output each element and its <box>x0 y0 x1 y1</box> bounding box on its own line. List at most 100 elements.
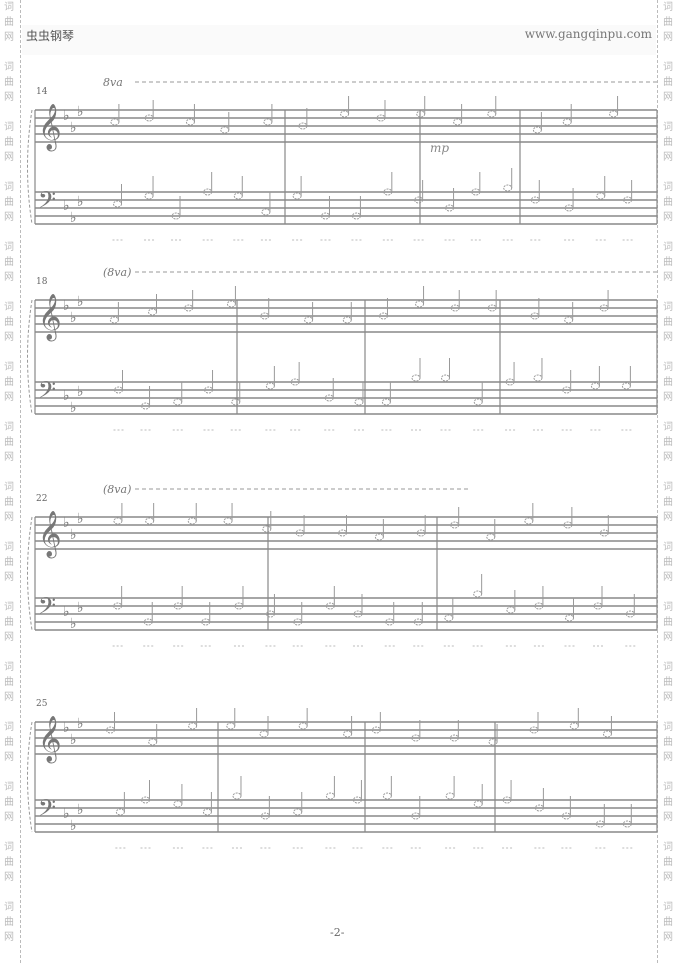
note-head <box>262 525 272 533</box>
watermark-text: 词曲网 <box>663 2 673 43</box>
note-head <box>415 300 425 308</box>
brace <box>27 516 33 631</box>
watermark-text: 词曲网 <box>4 2 14 43</box>
note-head <box>602 730 612 738</box>
note-head <box>263 118 273 126</box>
note-head <box>265 382 275 390</box>
note-head <box>488 738 498 746</box>
note-head <box>188 722 198 730</box>
note-head <box>569 722 579 730</box>
flat-sign: ♭ <box>70 400 77 416</box>
watermark-text: 词曲网 <box>663 362 673 403</box>
note-head <box>110 118 120 126</box>
note-head <box>293 808 303 816</box>
note-head <box>524 517 534 525</box>
flat-sign: ♭ <box>63 515 70 531</box>
flat-sign: ♭ <box>70 120 77 136</box>
flat-sign: ♭ <box>77 600 84 616</box>
note-head <box>596 192 606 200</box>
note-head <box>609 110 619 118</box>
note-head <box>261 208 271 216</box>
ottava-mark: (8va) <box>103 483 131 496</box>
flat-sign: ♭ <box>77 104 84 120</box>
flat-sign: ♭ <box>70 616 77 632</box>
note-head <box>564 316 574 324</box>
dynamic-marking: mp <box>430 141 449 155</box>
note-head <box>621 382 631 390</box>
watermark-text: 词曲网 <box>4 422 14 463</box>
note-head <box>411 374 421 382</box>
watermark-text: 词曲网 <box>663 602 673 643</box>
watermark-text: 词曲网 <box>663 542 673 583</box>
watermark-text: 词曲网 <box>663 422 673 463</box>
note-head <box>220 126 230 134</box>
note-head <box>562 118 572 126</box>
note-head <box>231 398 241 406</box>
note-head <box>109 316 119 324</box>
bass-clef: 𝄢 <box>38 794 56 827</box>
page-border-right <box>657 0 658 963</box>
measure-number: 22 <box>36 494 47 504</box>
watermark-text: 词曲网 <box>4 722 14 763</box>
note-head <box>533 374 543 382</box>
watermark-text: 词曲网 <box>663 722 673 763</box>
site-name: 虫虫钢琴 <box>26 29 75 43</box>
flat-sign: ♭ <box>70 732 77 748</box>
watermark-text: 词曲网 <box>663 782 673 823</box>
note-head <box>148 308 158 316</box>
note-head <box>144 192 154 200</box>
measure-number: 14 <box>36 87 48 97</box>
watermark-text: 词曲网 <box>663 902 673 943</box>
flat-sign: ♭ <box>63 806 70 822</box>
note-head <box>343 730 353 738</box>
flat-sign: ♭ <box>63 720 70 736</box>
note-head <box>173 800 183 808</box>
note-head <box>233 192 243 200</box>
watermark-text: 词曲网 <box>4 662 14 703</box>
note-head <box>342 316 352 324</box>
ottava-mark: (8va) <box>103 266 131 279</box>
note-head <box>113 517 123 525</box>
note-head <box>148 738 158 746</box>
watermark-text: 词曲网 <box>4 782 14 823</box>
note-head <box>226 300 236 308</box>
note-head <box>145 517 155 525</box>
watermark-text: 词曲网 <box>4 62 14 103</box>
page-border-left <box>20 0 21 963</box>
measure-number: 18 <box>36 277 48 287</box>
flat-sign: ♭ <box>77 294 84 310</box>
brace <box>27 109 33 225</box>
note-head <box>503 184 513 192</box>
watermark-text: 词曲网 <box>4 362 14 403</box>
bass-clef: 𝄢 <box>38 186 56 219</box>
note-head <box>473 800 483 808</box>
note-head <box>445 792 455 800</box>
flat-sign: ♭ <box>77 194 84 210</box>
note-head <box>374 533 384 541</box>
page-number: -2- <box>330 926 345 939</box>
note-head <box>440 374 450 382</box>
treble-clef: 𝄞 <box>38 716 62 764</box>
watermark-text: 词曲网 <box>4 602 14 643</box>
flat-sign: ♭ <box>63 388 70 404</box>
flat-sign: ♭ <box>70 527 77 543</box>
note-head <box>298 722 308 730</box>
watermark-text: 词曲网 <box>4 902 14 943</box>
note-head <box>202 808 212 816</box>
note-head <box>304 316 314 324</box>
note-head <box>325 792 335 800</box>
flat-sign: ♭ <box>63 298 70 314</box>
watermark-text: 词曲网 <box>663 182 673 223</box>
note-head <box>226 722 236 730</box>
watermark-text: 词曲网 <box>4 302 14 343</box>
note-head <box>453 118 463 126</box>
ottava-mark: 8va <box>103 76 123 89</box>
note-head <box>185 118 195 126</box>
note-head <box>354 398 364 406</box>
note-head <box>187 517 197 525</box>
note-head <box>382 792 392 800</box>
site-url: www.gangqinpu.com <box>524 27 652 41</box>
note-head <box>381 398 391 406</box>
watermark-text: 词曲网 <box>663 122 673 163</box>
watermark-text: 词曲网 <box>4 182 14 223</box>
